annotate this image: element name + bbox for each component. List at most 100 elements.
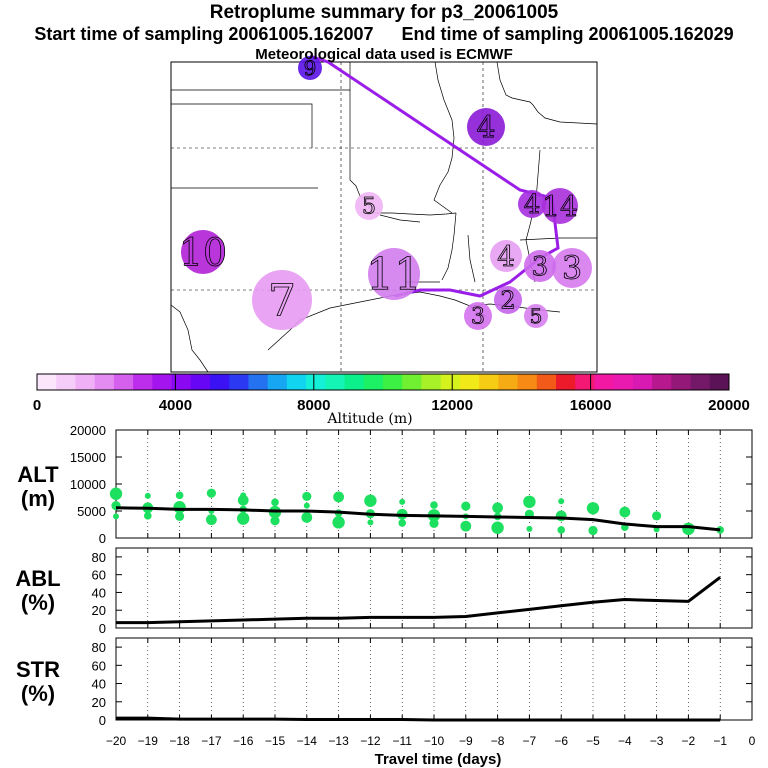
y-axis-label-unit: (%): [21, 681, 55, 706]
plume-circle: [181, 230, 225, 274]
altitude-point: [364, 494, 377, 507]
y-tick-label: 80: [92, 550, 106, 565]
plume-label: 5: [530, 304, 543, 328]
plume-label: 7: [268, 275, 296, 326]
plume-circle: [552, 248, 592, 288]
x-tick-label: −7: [523, 734, 537, 748]
x-tick-label: −6: [554, 734, 568, 748]
y-tick-label: 20: [92, 695, 106, 710]
colorbar-swatch: [421, 374, 442, 390]
altitude-point: [588, 525, 598, 536]
plume-circle: [490, 240, 522, 272]
altitude-point: [237, 512, 250, 525]
colorbar-swatch: [709, 374, 730, 390]
y-tick-label: 80: [92, 640, 106, 655]
x-tick-label: −5: [586, 734, 600, 748]
x-tick-label: −3: [650, 734, 664, 748]
x-tick-label: −1: [713, 734, 727, 748]
altitude-point: [491, 521, 504, 534]
plume-label: 10: [179, 230, 227, 274]
altitude-point: [430, 501, 438, 509]
plume-label: 3: [471, 305, 485, 330]
altitude-point: [333, 491, 344, 503]
plume-circle: [494, 286, 522, 314]
colorbar-tick-label: 8000: [297, 397, 330, 414]
altitude-point: [558, 498, 565, 505]
altitude-point: [237, 494, 249, 506]
time-series-panels: 05000100001500020000ALT(m)020406080ABL(%…: [15, 423, 755, 768]
colorbar-tick-label: 4000: [159, 397, 192, 414]
altitude-point: [523, 495, 536, 509]
colorbar-swatch: [94, 374, 115, 390]
x-tick-label: −17: [201, 734, 222, 748]
x-tick-label: −12: [360, 734, 381, 748]
plume-circle: [467, 108, 505, 146]
x-tick-label: −18: [169, 734, 190, 748]
altitude-point: [175, 511, 185, 521]
x-tick-label: −19: [138, 734, 159, 748]
y-axis-label-unit: (%): [21, 590, 55, 615]
x-axis-label: Travel time (days): [375, 751, 502, 768]
x-tick-label: −16: [233, 734, 254, 748]
start-time: Start time of sampling 20061005.162007: [34, 24, 374, 44]
colorbar-swatch: [556, 374, 576, 390]
y-tick-label: 10000: [70, 477, 106, 492]
x-tick-label: −8: [491, 734, 505, 748]
y-tick-label: 40: [92, 677, 106, 692]
altitude-point: [461, 501, 471, 511]
y-axis-label: ABL: [15, 566, 60, 591]
altitude-point: [332, 516, 345, 529]
end-time: End time of sampling 20061005.162029: [401, 24, 734, 44]
x-tick-label: −4: [618, 734, 632, 748]
plume-circle: [298, 56, 322, 80]
colorbar-swatch: [440, 374, 461, 390]
y-tick-label: 20: [92, 603, 106, 618]
y-tick-label: 40: [92, 585, 106, 600]
altitude-point: [301, 512, 313, 523]
abl-line: [116, 576, 722, 625]
colorbar-swatch: [363, 374, 384, 390]
colorbar-swatch: [267, 374, 288, 390]
plume-label: 4: [476, 111, 495, 146]
x-tick-label: −2: [682, 734, 696, 748]
plume-circle: [464, 302, 492, 330]
altitude-point: [303, 502, 310, 509]
y-tick-label: 0: [99, 531, 106, 546]
colorbar-swatch: [325, 374, 346, 390]
x-tick-label: −14: [297, 734, 318, 748]
x-tick-label: −15: [265, 734, 286, 748]
colorbar-swatch: [113, 374, 134, 390]
colorbar-swatch: [690, 374, 711, 390]
colorbar-swatch: [632, 374, 653, 390]
altitude-point: [173, 501, 186, 514]
plume-label: 3: [532, 252, 549, 282]
plume-circle: [355, 192, 383, 220]
plume-circle: [518, 190, 546, 218]
altitude-point: [109, 487, 123, 500]
altitude-point: [399, 498, 406, 505]
plume-circle: [368, 248, 420, 300]
altitude-point: [206, 514, 217, 526]
colorbar-swatch: [75, 374, 96, 390]
colorbar-tick-label: 0: [33, 397, 41, 414]
colorbar-swatch: [479, 374, 499, 390]
colorbar-swatch: [536, 374, 557, 390]
colorbar-swatch: [498, 374, 519, 390]
colorbar-tick-label: 12000: [431, 397, 473, 414]
altitude-point: [586, 502, 600, 515]
colorbar-swatch: [37, 374, 57, 390]
mean-altitude-line: [115, 506, 721, 532]
colorbar-swatch: [286, 374, 307, 390]
altitude-point: [271, 498, 279, 507]
altitude-point: [144, 492, 151, 499]
plume-label: 5: [362, 195, 376, 220]
plume-circle: [252, 270, 312, 330]
x-tick-label: −11: [392, 734, 412, 748]
sampling-times: Start time of sampling 20061005.162007 En…: [0, 24, 768, 45]
plume-label: 14: [542, 190, 578, 223]
chart-title: Retroplume summary for p3_20061005: [209, 2, 559, 23]
colorbar-swatch: [248, 374, 269, 390]
plume-label: 4: [497, 240, 515, 273]
y-tick-label: 60: [92, 568, 106, 583]
altitude-colorbar: 0 4000 8000 12000 16000 20000 Altitude (m): [33, 373, 750, 427]
